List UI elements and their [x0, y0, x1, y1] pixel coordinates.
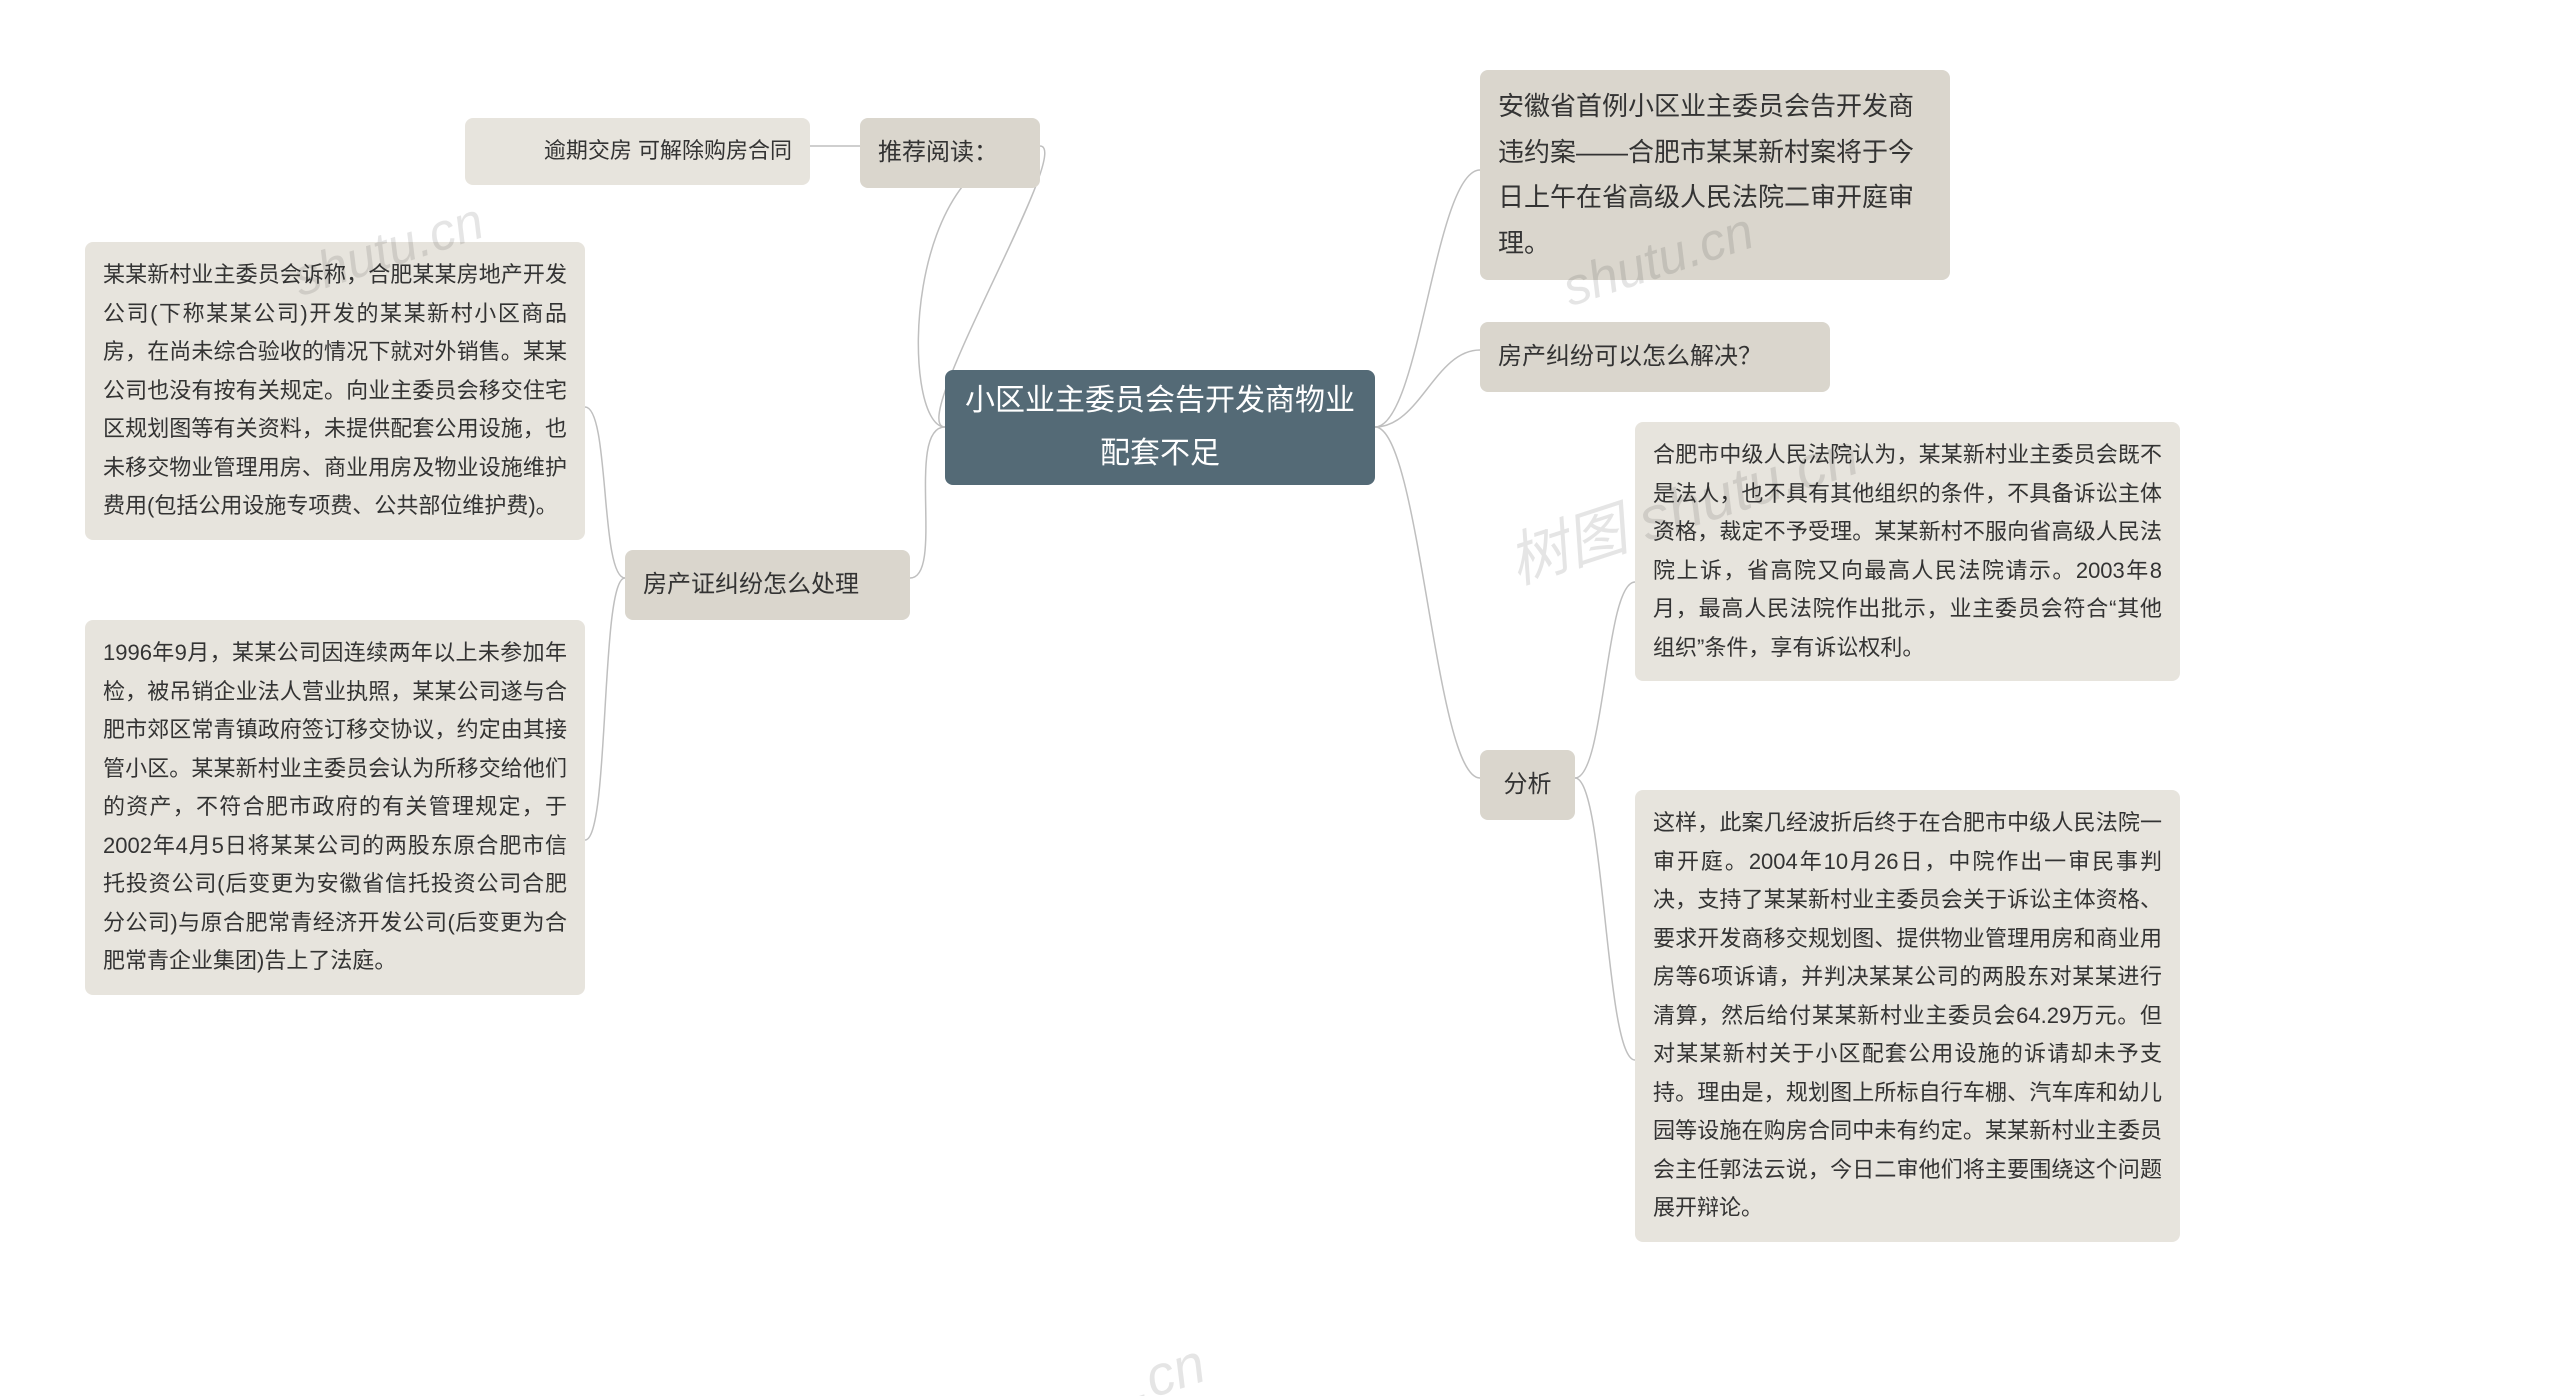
root-node: 小区业主委员会告开发商物业配套不足 [945, 370, 1375, 485]
branch-recommend: 推荐阅读： [860, 118, 1040, 188]
leaf-analysis-0-text: 合肥市中级人民法院认为，某某新村业主委员会既不是法人，也不具有其他组织的条件，不… [1653, 442, 2162, 660]
branch-recommend-label: 推荐阅读： [878, 139, 998, 166]
leaf-recommend-0: 逾期交房 可解除购房合同 [465, 118, 810, 185]
leaf-case: 安徽省首例小区业主委员会告开发商违约案——合肥市某某新村案将于今日上午在省高级人… [1480, 70, 1950, 280]
leaf-analysis-1: 这样，此案几经波折后终于在合肥市中级人民法院一审开庭。2004年10月26日，中… [1635, 790, 2180, 1242]
watermark-3: .cn [1122, 1330, 1213, 1396]
leaf-dispute-0-text: 某某新村业主委员会诉称，合肥某某房地产开发公司(下称某某公司)开发的某某新村小区… [103, 262, 567, 518]
leaf-resolve: 房产纠纷可以怎么解决？ [1480, 322, 1830, 392]
leaf-dispute-1-text: 1996年9月，某某公司因连续两年以上未参加年检，被吊销企业法人营业执照，某某公… [103, 640, 567, 973]
leaf-dispute-1: 1996年9月，某某公司因连续两年以上未参加年检，被吊销企业法人营业执照，某某公… [85, 620, 585, 995]
leaf-dispute-0: 某某新村业主委员会诉称，合肥某某房地产开发公司(下称某某公司)开发的某某新村小区… [85, 242, 585, 540]
leaf-recommend-0-text: 逾期交房 可解除购房合同 [544, 138, 792, 163]
branch-dispute-label: 房产证纠纷怎么处理 [643, 571, 859, 598]
leaf-analysis-0: 合肥市中级人民法院认为，某某新村业主委员会既不是法人，也不具有其他组织的条件，不… [1635, 422, 2180, 681]
branch-analysis: 分析 [1480, 750, 1575, 820]
leaf-resolve-text: 房产纠纷可以怎么解决？ [1498, 343, 1762, 370]
root-text: 小区业主委员会告开发商物业配套不足 [963, 375, 1357, 480]
branch-dispute: 房产证纠纷怎么处理 [625, 550, 910, 620]
branch-analysis-label: 分析 [1504, 771, 1552, 798]
leaf-case-text: 安徽省首例小区业主委员会告开发商违约案——合肥市某某新村案将于今日上午在省高级人… [1498, 91, 1914, 258]
leaf-analysis-1-text: 这样，此案几经波折后终于在合肥市中级人民法院一审开庭。2004年10月26日，中… [1653, 810, 2162, 1220]
